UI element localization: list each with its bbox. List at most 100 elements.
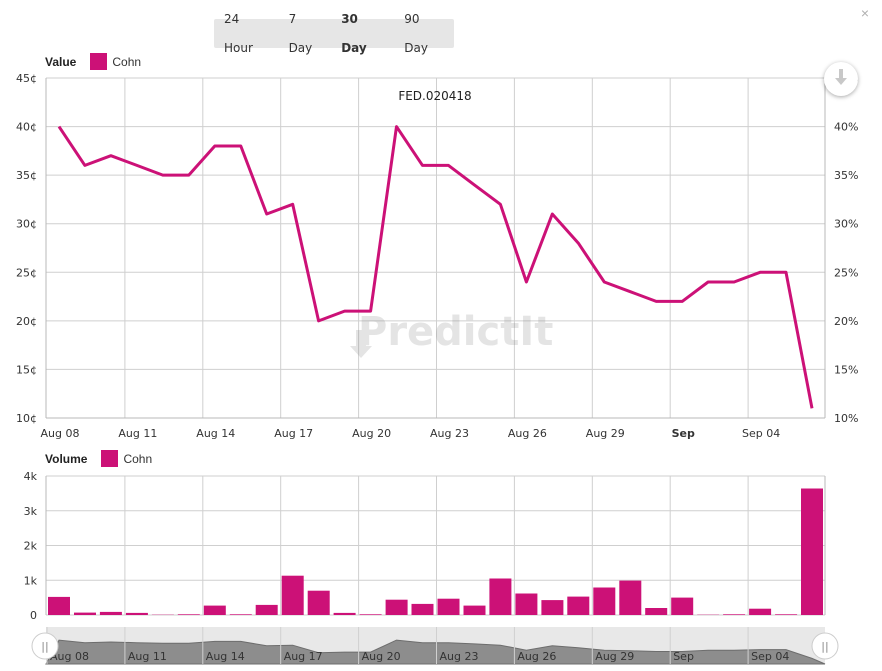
volume-bar	[463, 605, 486, 615]
y-left-tick-label: 20¢	[16, 315, 37, 328]
watermark-text: PredictIt	[358, 309, 553, 355]
navigator-tick-label: Aug 14	[206, 650, 245, 663]
volume-y-tick-label: 0	[30, 609, 37, 622]
volume-bar	[125, 612, 148, 615]
volume-bar	[645, 608, 668, 615]
range-button-24-hour[interactable]: 24 Hour	[224, 11, 253, 55]
price-axes: 10¢ 10% 15¢ 15% 20¢ 20% 25¢ 25% 30¢ 30% 35¢ 35% 40¢ 4…	[16, 72, 858, 440]
x-tick-label: Aug 20	[352, 427, 391, 440]
volume-bar	[541, 600, 564, 615]
volume-bar	[437, 598, 460, 615]
navigator-right-handle[interactable]: ||	[811, 632, 839, 660]
y-left-tick-label: 35¢	[16, 169, 37, 182]
volume-bar	[177, 614, 200, 615]
price-line-cohn	[57, 125, 814, 409]
volume-bar	[74, 612, 96, 615]
volume-bar	[567, 596, 590, 615]
download-icon	[835, 69, 847, 85]
x-tick-label: Aug 08	[41, 427, 80, 440]
navigator-tick-label: Sep	[673, 650, 694, 663]
navigator-tick-label: Aug 11	[128, 650, 167, 663]
y-right-tick-label: 30%	[834, 218, 858, 231]
x-tick-label: Sep	[672, 427, 695, 440]
volume-bar	[229, 614, 252, 615]
x-tick-label: Aug 17	[274, 427, 313, 440]
navigator-tick-label: Aug 17	[284, 650, 323, 663]
navigator-series-area	[45, 639, 826, 665]
navigator-tick-label: Aug 08	[50, 650, 89, 663]
navigator-tick-label: Aug 26	[517, 650, 556, 663]
volume-bar	[307, 590, 330, 615]
volume-y-tick-label: 3k	[24, 505, 38, 518]
volume-legend-title: Volume	[45, 451, 88, 466]
volume-bar	[99, 611, 122, 615]
value-legend: Value Cohn	[45, 53, 141, 70]
volume-bar	[619, 580, 642, 615]
navigator-tick-label: Aug 23	[440, 650, 479, 663]
close-icon[interactable]: ×	[860, 5, 870, 21]
y-left-tick-label: 10¢	[16, 412, 37, 425]
value-legend-series-name[interactable]: Cohn	[112, 54, 142, 69]
volume-bar	[48, 596, 70, 615]
y-left-tick-label: 15¢	[16, 363, 37, 376]
value-legend-swatch[interactable]	[90, 53, 108, 70]
y-right-tick-label: 35%	[834, 169, 858, 182]
x-tick-label: Sep 04	[742, 427, 780, 440]
y-left-tick-label: 40¢	[16, 121, 37, 134]
export-menu-button[interactable]	[824, 62, 858, 96]
range-selector: 24 Hour 7 Day 30 Day 90 Day	[214, 12, 454, 55]
volume-bar	[775, 614, 798, 615]
y-right-tick-label: 40%	[834, 121, 858, 134]
range-button-7-day[interactable]: 7 Day	[288, 11, 313, 55]
x-tick-label: Aug 23	[430, 427, 469, 440]
x-tick-label: Aug 14	[196, 427, 235, 440]
volume-bar	[671, 597, 694, 615]
volume-y-tick-label: 4k	[24, 470, 38, 483]
volume-bars	[48, 488, 823, 615]
volume-bar	[203, 605, 226, 615]
volume-y-tick-label: 1k	[24, 574, 38, 587]
volume-bar	[723, 614, 746, 615]
volume-legend-swatch[interactable]	[101, 450, 119, 467]
chart-title: FED.020418	[398, 89, 471, 103]
volume-bar	[749, 608, 772, 615]
navigator: Aug 08 Aug 11 Aug 14 Aug 17 Aug 20 Aug 23 Aug …	[31, 627, 839, 665]
y-right-tick-label: 25%	[834, 266, 858, 279]
y-right-tick-label: 10%	[834, 412, 858, 425]
watermark-logo: PredictIt	[350, 309, 553, 358]
value-legend-title: Value	[45, 54, 77, 69]
navigator-handle-grip: ||	[821, 640, 828, 653]
volume-bar	[333, 612, 356, 615]
volume-bar	[281, 575, 304, 615]
range-button-90-day[interactable]: 90 Day	[404, 11, 428, 55]
navigator-handle-grip: ||	[41, 640, 48, 653]
navigator-tick-label: Aug 29	[595, 650, 634, 663]
volume-bar	[359, 614, 382, 615]
volume-y-tick-label: 2k	[24, 540, 38, 553]
volume-bar	[489, 578, 512, 615]
y-right-tick-label: 20%	[834, 315, 858, 328]
volume-bar	[385, 599, 408, 615]
volume-bar	[255, 604, 278, 615]
x-tick-label: Aug 11	[118, 427, 157, 440]
x-tick-label: Aug 26	[508, 427, 547, 440]
volume-bar	[801, 488, 823, 615]
price-grid	[46, 77, 825, 419]
navigator-tick-label: Aug 20	[362, 650, 401, 663]
x-tick-label: Aug 29	[586, 427, 625, 440]
range-button-30-day[interactable]: 30 Day	[341, 11, 367, 55]
volume-legend: Volume Cohn	[45, 450, 152, 467]
volume-legend-series-name[interactable]: Cohn	[123, 451, 153, 466]
y-right-tick-label: 15%	[834, 363, 858, 376]
y-left-tick-label: 45¢	[16, 72, 37, 85]
navigator-left-handle[interactable]: ||	[31, 632, 59, 660]
y-left-tick-label: 30¢	[16, 218, 37, 231]
navigator-tick-label: Sep 04	[751, 650, 789, 663]
volume-grid	[46, 475, 825, 616]
y-left-tick-label: 25¢	[16, 266, 37, 279]
volume-axes: 0 1k 2k 3k 4k	[24, 470, 826, 622]
volume-bar	[593, 587, 616, 615]
volume-bar	[411, 603, 434, 615]
volume-bar	[515, 593, 538, 615]
